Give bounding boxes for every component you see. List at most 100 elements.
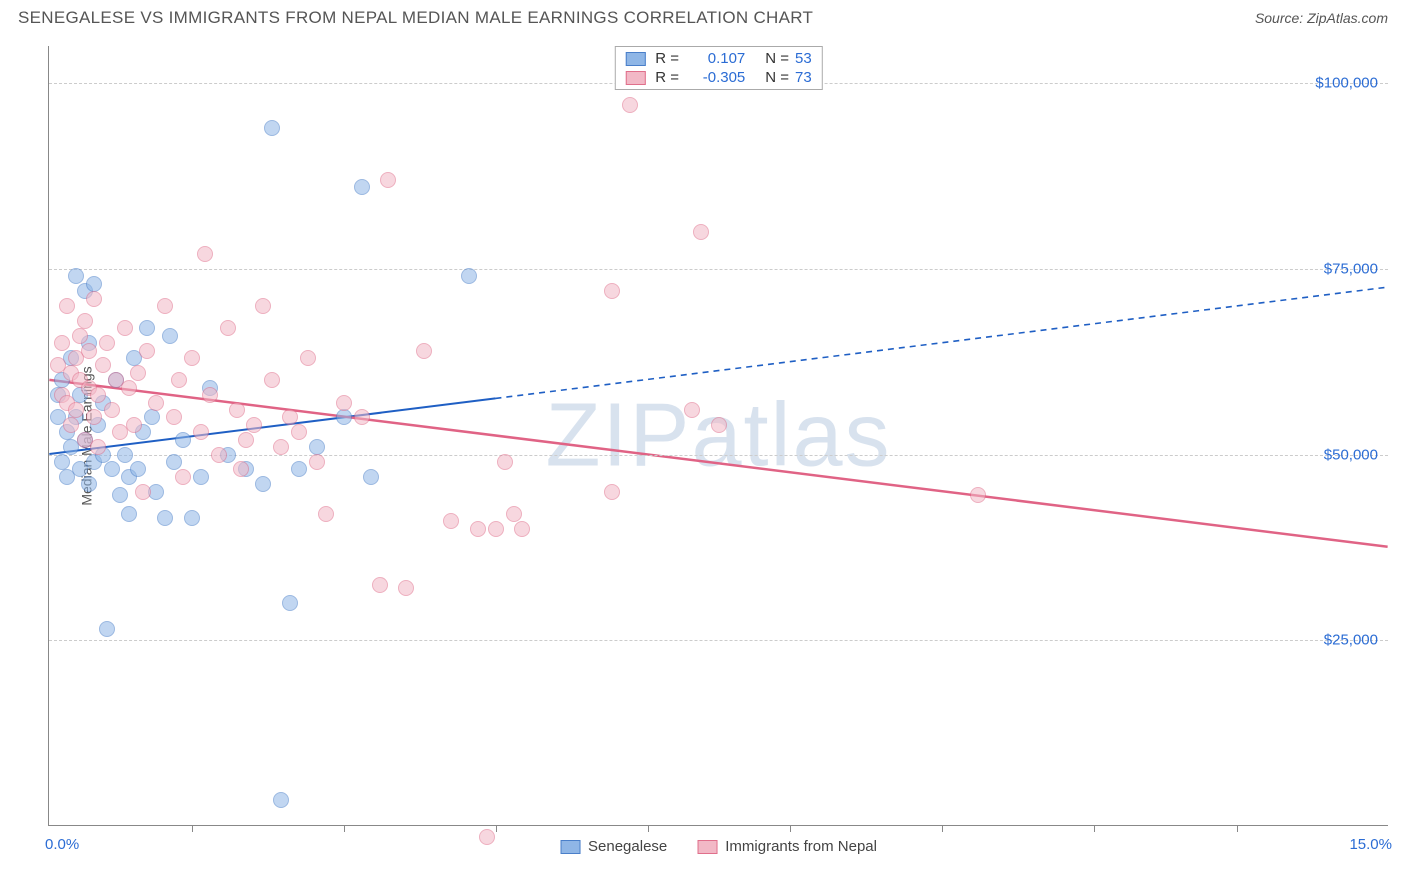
scatter-point (175, 432, 191, 448)
scatter-point (126, 417, 142, 433)
scatter-point (693, 224, 709, 240)
scatter-point (121, 380, 137, 396)
scatter-point (81, 476, 97, 492)
scatter-point (380, 172, 396, 188)
r-value: 0.107 (691, 50, 745, 67)
legend-swatch (625, 52, 645, 66)
scatter-point (184, 510, 200, 526)
scatter-point (99, 621, 115, 637)
scatter-point (193, 469, 209, 485)
scatter-point (77, 313, 93, 329)
scatter-point (336, 409, 352, 425)
scatter-point (68, 402, 84, 418)
scatter-point (175, 469, 191, 485)
scatter-point (99, 335, 115, 351)
scatter-point (479, 829, 495, 845)
scatter-point (461, 268, 477, 284)
x-tick (496, 825, 497, 832)
x-tick (790, 825, 791, 832)
scatter-point (291, 424, 307, 440)
scatter-point (54, 454, 70, 470)
scatter-point (184, 350, 200, 366)
scatter-point (238, 432, 254, 448)
scatter-point (363, 469, 379, 485)
scatter-point (354, 179, 370, 195)
y-tick-label: $75,000 (1324, 260, 1378, 277)
legend-item: Senegalese (560, 838, 667, 855)
gridline-h (49, 269, 1388, 270)
scatter-point (104, 402, 120, 418)
scatter-point (193, 424, 209, 440)
x-tick (1094, 825, 1095, 832)
scatter-point (264, 372, 280, 388)
scatter-point (416, 343, 432, 359)
scatter-point (336, 395, 352, 411)
x-tick (942, 825, 943, 832)
scatter-point (86, 291, 102, 307)
y-tick-label: $50,000 (1324, 446, 1378, 463)
scatter-point (95, 357, 111, 373)
chart-title: SENEGALESE VS IMMIGRANTS FROM NEPAL MEDI… (18, 8, 813, 28)
scatter-point (488, 521, 504, 537)
scatter-point (622, 97, 638, 113)
scatter-point (135, 484, 151, 500)
scatter-point (197, 246, 213, 262)
scatter-point (282, 595, 298, 611)
y-tick-label: $25,000 (1324, 632, 1378, 649)
scatter-point (309, 439, 325, 455)
scatter-point (139, 343, 155, 359)
scatter-point (229, 402, 245, 418)
scatter-point (157, 298, 173, 314)
scatter-point (264, 120, 280, 136)
x-tick (344, 825, 345, 832)
scatter-point (684, 402, 700, 418)
scatter-point (282, 409, 298, 425)
scatter-point (246, 417, 262, 433)
scatter-point (59, 298, 75, 314)
n-value: 53 (795, 50, 812, 67)
legend-swatch (697, 840, 717, 854)
n-value: 73 (795, 69, 812, 86)
scatter-point (220, 320, 236, 336)
legend-label: Senegalese (588, 838, 667, 855)
scatter-point (318, 506, 334, 522)
scatter-point (90, 387, 106, 403)
r-label: R = (655, 50, 685, 67)
plot-area: ZIPatlas Median Male Earnings R =0.107N … (48, 46, 1388, 826)
scatter-point (202, 387, 218, 403)
legend-item: Immigrants from Nepal (697, 838, 877, 855)
scatter-point (117, 320, 133, 336)
scatter-point (398, 580, 414, 596)
n-label: N = (765, 50, 789, 67)
scatter-point (104, 461, 120, 477)
scatter-point (506, 506, 522, 522)
n-label: N = (765, 69, 789, 86)
scatter-point (72, 328, 88, 344)
legend-row: R = -0.305 N = 73 (625, 68, 811, 87)
correlation-legend: R = 0.107 N = 53 R = -0.305 N = 73 (614, 46, 822, 90)
scatter-point (121, 506, 137, 522)
scatter-point (211, 447, 227, 463)
scatter-point (354, 409, 370, 425)
r-value: -0.305 (691, 69, 745, 86)
legend-swatch (560, 840, 580, 854)
scatter-point (162, 328, 178, 344)
scatter-point (604, 283, 620, 299)
scatter-point (233, 461, 249, 477)
x-axis-min-label: 0.0% (45, 836, 79, 853)
scatter-point (166, 409, 182, 425)
scatter-point (470, 521, 486, 537)
y-tick-label: $100,000 (1315, 75, 1378, 92)
scatter-point (81, 343, 97, 359)
scatter-point (171, 372, 187, 388)
r-label: R = (655, 69, 685, 86)
gridline-h (49, 640, 1388, 641)
scatter-point (372, 577, 388, 593)
scatter-point (148, 395, 164, 411)
scatter-point (166, 454, 182, 470)
scatter-point (130, 461, 146, 477)
legend-swatch (625, 71, 645, 85)
scatter-point (86, 276, 102, 292)
scatter-point (497, 454, 513, 470)
scatter-point (970, 487, 986, 503)
